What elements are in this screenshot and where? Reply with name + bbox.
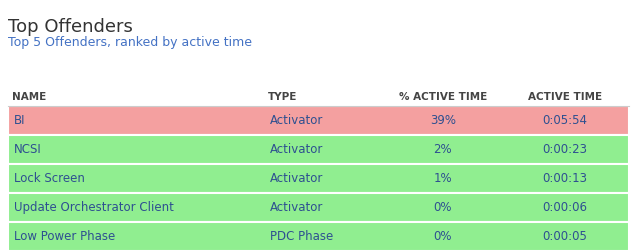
Text: 0:00:05: 0:00:05	[542, 230, 587, 243]
Bar	[8, 164, 629, 193]
Text: Activator: Activator	[270, 201, 324, 214]
Bar	[8, 135, 629, 164]
Text: TYPE: TYPE	[268, 92, 297, 102]
Text: NAME: NAME	[11, 92, 46, 102]
Text: Top 5 Offenders, ranked by active time: Top 5 Offenders, ranked by active time	[8, 36, 252, 49]
Text: BI: BI	[13, 114, 25, 127]
Text: 0:00:23: 0:00:23	[542, 143, 587, 156]
Bar	[8, 193, 629, 222]
Text: Activator: Activator	[270, 114, 324, 127]
Text: Update Orchestrator Client: Update Orchestrator Client	[13, 201, 173, 214]
Text: Activator: Activator	[270, 143, 324, 156]
Text: 39%: 39%	[430, 114, 455, 127]
Text: Activator: Activator	[270, 172, 324, 185]
Text: 0:05:54: 0:05:54	[542, 114, 587, 127]
Text: NCSI: NCSI	[13, 143, 41, 156]
Text: 0%: 0%	[433, 230, 452, 243]
Text: 2%: 2%	[433, 143, 452, 156]
Text: PDC Phase: PDC Phase	[270, 230, 334, 243]
Bar	[8, 106, 629, 135]
Bar	[8, 222, 629, 251]
Text: Low Power Phase: Low Power Phase	[13, 230, 115, 243]
Text: ACTIVE TIME: ACTIVE TIME	[527, 92, 602, 102]
Text: % ACTIVE TIME: % ACTIVE TIME	[399, 92, 487, 102]
Text: 0:00:13: 0:00:13	[542, 172, 587, 185]
Text: Top Offenders: Top Offenders	[8, 18, 133, 36]
Text: 0:00:06: 0:00:06	[542, 201, 587, 214]
Text: Lock Screen: Lock Screen	[13, 172, 85, 185]
Text: 1%: 1%	[433, 172, 452, 185]
Text: 0%: 0%	[433, 201, 452, 214]
